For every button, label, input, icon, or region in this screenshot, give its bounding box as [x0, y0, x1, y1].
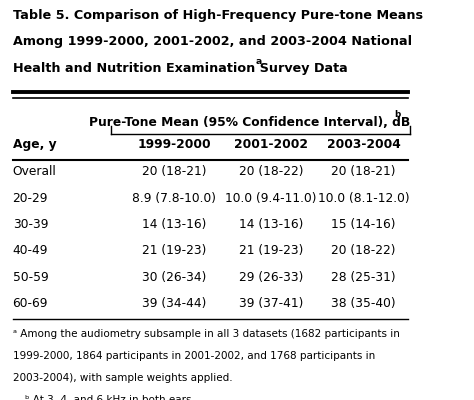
Text: 1999-2000: 1999-2000: [137, 138, 211, 151]
Text: a: a: [255, 57, 262, 66]
Text: 40-49: 40-49: [13, 244, 48, 257]
Text: 2003-2004), with sample weights applied.: 2003-2004), with sample weights applied.: [13, 373, 232, 383]
Text: 30 (26-34): 30 (26-34): [142, 270, 207, 284]
Text: 20 (18-22): 20 (18-22): [331, 244, 396, 257]
Text: 20-29: 20-29: [13, 192, 48, 205]
Text: 38 (35-40): 38 (35-40): [331, 297, 396, 310]
Text: 2003-2004: 2003-2004: [327, 138, 401, 151]
Text: 1999-2000, 1864 participants in 2001-2002, and 1768 participants in: 1999-2000, 1864 participants in 2001-200…: [13, 351, 375, 361]
Text: 20 (18-22): 20 (18-22): [239, 165, 303, 178]
Text: 28 (25-31): 28 (25-31): [331, 270, 396, 284]
Text: 50-59: 50-59: [13, 270, 48, 284]
Text: Table 5. Comparison of High-Frequency Pure-tone Means: Table 5. Comparison of High-Frequency Pu…: [13, 9, 423, 22]
Text: 14 (13-16): 14 (13-16): [142, 218, 207, 231]
Text: 8.9 (7.8-10.0): 8.9 (7.8-10.0): [132, 192, 217, 205]
Text: 39 (34-44): 39 (34-44): [142, 297, 207, 310]
Text: 15 (14-16): 15 (14-16): [331, 218, 396, 231]
Text: 10.0 (8.1-12.0): 10.0 (8.1-12.0): [318, 192, 410, 205]
Text: Health and Nutrition Examination Survey Data: Health and Nutrition Examination Survey …: [13, 62, 347, 75]
Text: ᵇ At 3, 4, and 6 kHz in both ears.: ᵇ At 3, 4, and 6 kHz in both ears.: [25, 395, 195, 400]
Text: Pure-Tone Mean (95% Confidence Interval), dB: Pure-Tone Mean (95% Confidence Interval)…: [90, 116, 411, 130]
Text: 39 (37-41): 39 (37-41): [239, 297, 303, 310]
Text: Overall: Overall: [13, 165, 56, 178]
Text: 29 (26-33): 29 (26-33): [239, 270, 303, 284]
Text: 60-69: 60-69: [13, 297, 48, 310]
Text: Among 1999-2000, 2001-2002, and 2003-2004 National: Among 1999-2000, 2001-2002, and 2003-200…: [13, 36, 412, 48]
Text: 2001-2002: 2001-2002: [234, 138, 308, 151]
Text: 21 (19-23): 21 (19-23): [142, 244, 207, 257]
Text: Age, y: Age, y: [13, 138, 56, 151]
Text: 20 (18-21): 20 (18-21): [331, 165, 396, 178]
Text: 30-39: 30-39: [13, 218, 48, 231]
Text: b: b: [394, 110, 401, 119]
Text: 10.0 (9.4-11.0): 10.0 (9.4-11.0): [225, 192, 317, 205]
Text: 20 (18-21): 20 (18-21): [142, 165, 207, 178]
Text: 21 (19-23): 21 (19-23): [239, 244, 303, 257]
Text: 14 (13-16): 14 (13-16): [239, 218, 303, 231]
Text: ᵃ Among the audiometry subsample in all 3 datasets (1682 participants in: ᵃ Among the audiometry subsample in all …: [13, 329, 400, 339]
